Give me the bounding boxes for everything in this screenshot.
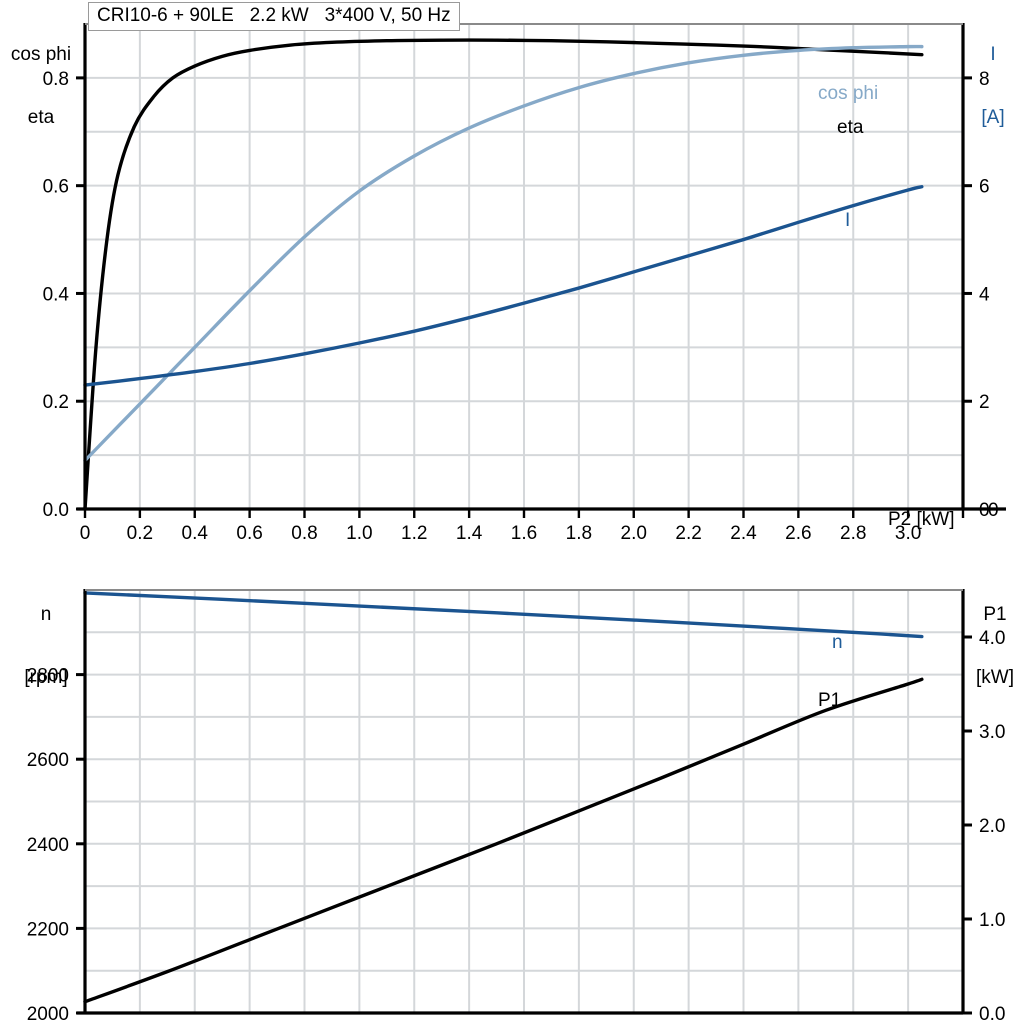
y2-tick-label: 0 [979,500,990,521]
curve-n [83,591,924,639]
bottom-chart-plot: 2000 2200 2400 2600 2800 0.0 1.0 2.0 3.0 4.0 [27,589,1005,1024]
top-left-axis-title: cos phi eta [10,44,72,128]
x-tick-label: 2.2 [675,523,701,544]
axes: 2000 2200 2400 2600 2800 0.0 1.0 2.0 3.0 4.0 [27,589,1005,1024]
x-tick-label: 0 [80,523,91,544]
y-tick-label: 0.2 [43,392,69,413]
y-tick-label: 2800 [27,666,69,687]
bottom-right-axis-title: P1 [kW] [976,604,1014,688]
top-chart-plot: 0.0 0.2 0.4 0.6 0.8 0 2 4 6 8 0 0.2 0.4 0.6 0.8 1.0 1.2 1… [43,23,1006,544]
top-x-axis-title: P2 [kW] [888,509,955,530]
data-curves [83,38,924,511]
top-right-axis-title: I [A] [981,44,1005,128]
y-tick-label: 2600 [27,750,69,771]
curve-cos-phi [83,44,924,463]
curve-label-power: P1 [818,690,842,711]
x-tick-label: 2.4 [730,523,757,544]
curve-i [83,185,924,387]
x-tick-label: 3.0 [895,523,921,544]
y2-tick-label: 2.0 [979,816,1005,837]
chart-title-box: CRI10-6 + 90LE 2.2 kW 3*400 V, 50 Hz [88,2,460,31]
y-tick-label: 0.0 [43,500,69,521]
y2-tick-label: 0.0 [979,1004,1005,1024]
y-tick-label: 0.6 [43,177,69,198]
y-tick-label: 2200 [27,919,69,940]
gridlines [85,590,964,1013]
x-tick-label: 1.2 [401,523,427,544]
y2-tick-label: 3.0 [979,722,1005,743]
y-tick-label: 0.8 [43,69,69,90]
x-tick-label: 1.0 [346,523,372,544]
x-tick-label: 2.8 [840,523,866,544]
bottom-chart-panel: 2000 2200 2400 2600 2800 0.0 1.0 2.0 3.0 4.0 n [r… [0,556,1024,1024]
x-tick-label: 1.4 [456,523,483,544]
y2-tick-label: 2 [979,392,990,413]
bottom-left-axis-title: n [rpm] [24,604,68,688]
x-tick-label: 2.6 [785,523,811,544]
y-tick-label: 2000 [27,1004,69,1024]
curve-label-current: I [845,210,851,231]
curve-eta [83,38,924,511]
y2-tick-label: 1.0 [979,910,1005,931]
x-tick-label: 2.0 [621,523,647,544]
x-tick-label: 1.6 [511,523,537,544]
curve-label-eta: eta [837,117,864,138]
x-tick-label: 0.8 [291,523,317,544]
y-tick-label: 0.4 [43,284,70,305]
x-axis-right-zero-label: 0 [988,500,999,521]
curve-label-cos-phi: cos phi [818,83,879,104]
curve-label-speed: n [832,632,843,653]
y2-tick-label: 8 [979,69,990,90]
data-curves [83,591,924,1004]
y-tick-label: 2400 [27,835,69,856]
y2-tick-label: 4 [979,284,990,305]
x-tick-label: 0.4 [182,523,209,544]
curve-p1 [83,677,924,1004]
axes: 0.0 0.2 0.4 0.6 0.8 0 2 4 6 8 0 0.2 0.4 0.6 0.8 1.0 1.2 1… [43,23,1006,544]
x-tick-label: 0.2 [127,523,153,544]
y2-tick-label: 6 [979,177,990,198]
x-tick-label: 0.6 [236,523,262,544]
y2-tick-label: 4.0 [979,628,1005,649]
top-chart-panel: 0.0 0.2 0.4 0.6 0.8 0 2 4 6 8 0 0.2 0.4 0.6 0.8 1.0 1.2 1… [10,2,1006,544]
x-tick-label: 1.8 [566,523,592,544]
